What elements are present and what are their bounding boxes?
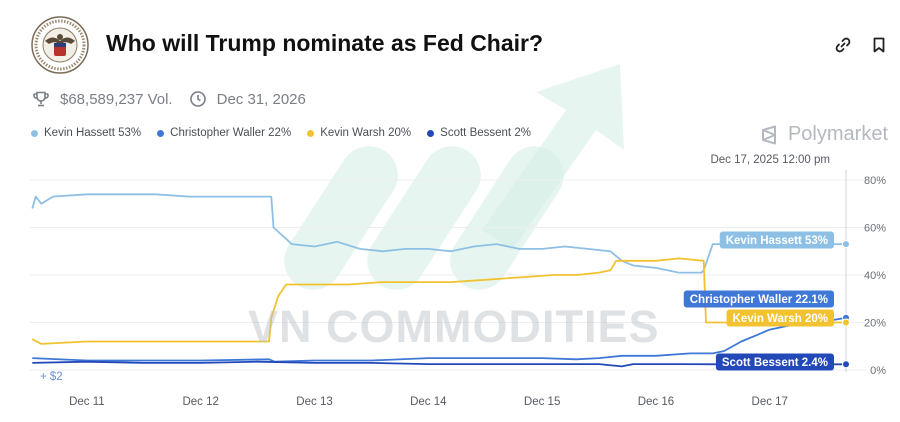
legend-item-bessent: Scott Bessent 2%: [427, 127, 531, 139]
series-end-dot: [842, 360, 850, 369]
y-tick-label: 20%: [864, 318, 886, 330]
polymarket-logo-icon: [761, 125, 776, 144]
end-date-text: Dec 31, 2026: [216, 90, 306, 108]
series-end-label-text: Kevin Hassett 53%: [726, 235, 828, 247]
legend-label: Scott Bessent 2%: [440, 127, 531, 139]
federal-reserve-seal: [31, 16, 89, 74]
polymarket-brand: Polymarket: [760, 123, 888, 146]
link-icon[interactable]: [834, 36, 852, 54]
series-line-kevin-hassett[interactable]: [31, 193, 846, 274]
series-end-dot: [842, 240, 850, 249]
legend-dot: [157, 129, 165, 137]
series-end-label-bg: [719, 231, 834, 249]
chart-legend: Kevin Hassett 53% Christopher Waller 22%…: [31, 127, 531, 139]
legend-item-hassett: Kevin Hassett 53%: [31, 127, 141, 139]
legend-dot: [427, 129, 435, 137]
legend-dot: [31, 129, 38, 137]
series-end-label-bg: [683, 290, 834, 308]
legend-dot: [307, 129, 315, 137]
legend-item-warsh: Kevin Warsh 20%: [307, 127, 411, 139]
legend-label: Kevin Warsh 20%: [320, 127, 412, 139]
series-end-label: Christopher Waller 22.1%: [683, 290, 834, 308]
x-tick-label: Dec 13: [296, 396, 332, 408]
series-end-label-text: Kevin Warsh 20%: [733, 313, 828, 325]
x-tick-label: Dec 12: [182, 396, 218, 408]
bookmark-icon[interactable]: [870, 36, 888, 54]
series-end-label-bg: [726, 309, 834, 327]
clock-icon: [189, 91, 206, 107]
page-title: Who will Trump nominate as Fed Chair?: [106, 30, 544, 56]
x-tick-label: Dec 14: [410, 396, 447, 408]
series-end-label-text: Christopher Waller 22.1%: [690, 294, 828, 306]
hover-timestamp: Dec 17, 2025 12:00 pm: [710, 154, 830, 166]
series-line-christopher-waller[interactable]: [32, 316, 847, 363]
x-tick-label: Dec 17: [752, 396, 788, 408]
y-tick-label: 40%: [864, 270, 886, 282]
legend-label: Christopher Waller 22%: [170, 127, 292, 139]
series-end-label: Kevin Warsh 20%: [726, 309, 834, 327]
y-tick-label: 60%: [864, 223, 886, 235]
brand-name: Polymarket: [787, 123, 888, 145]
watermark-text: VN COMMODITIES: [248, 301, 660, 352]
series-end-label: Scott Bessent 2.4%: [715, 353, 834, 371]
series-end-label: Kevin Hassett 53%: [719, 231, 834, 249]
volume-text: $68,589,237 Vol.: [60, 90, 173, 108]
series-end-label-text: Scott Bessent 2.4%: [722, 357, 828, 369]
x-tick-label: Dec 15: [524, 396, 560, 408]
trophy-icon: [33, 91, 49, 107]
y-tick-label: 0%: [870, 365, 886, 377]
y-tick-label: 80%: [864, 175, 886, 187]
legend-label: Kevin Hassett 53%: [44, 127, 142, 139]
legend-item-waller: Christopher Waller 22%: [157, 127, 291, 139]
series-end-dot: [842, 318, 850, 327]
watermark-graphic: [284, 64, 624, 290]
series-end-label-bg: [715, 353, 834, 371]
x-tick-label: Dec 16: [638, 396, 674, 408]
x-tick-label: Dec 11: [69, 396, 105, 408]
volume-marker: + $2: [40, 371, 63, 383]
